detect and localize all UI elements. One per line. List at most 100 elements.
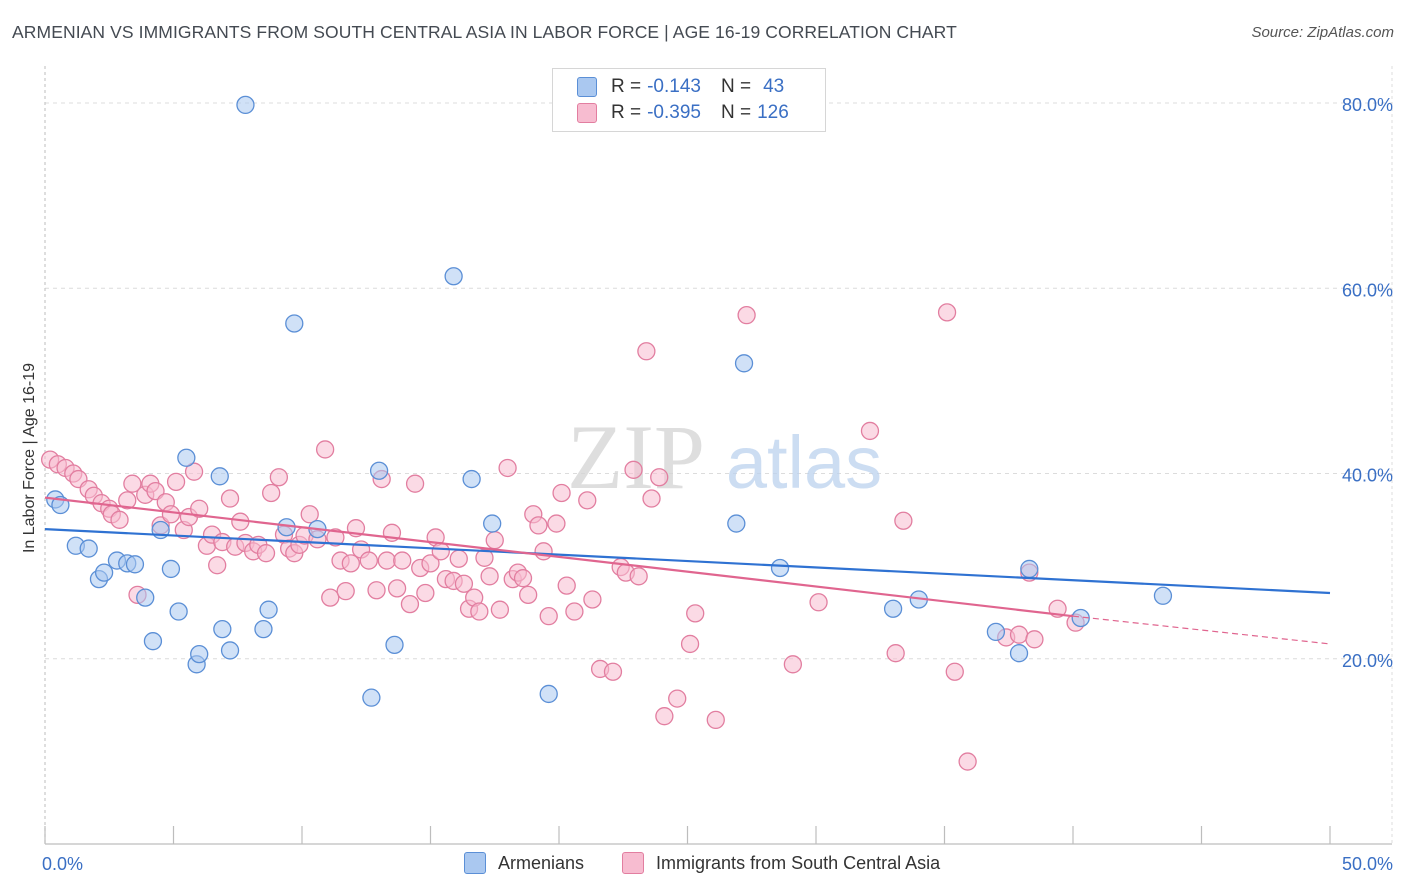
immigrants-point: [706, 710, 725, 730]
immigrants-point: [1009, 625, 1029, 644]
immigrants-point: [359, 551, 378, 570]
immigrants-point: [190, 499, 209, 518]
armenians-point: [362, 688, 381, 707]
armenians-point: [444, 267, 463, 286]
immigrants-point: [387, 579, 407, 598]
immigrants-point: [809, 593, 828, 612]
immigrants-point: [629, 567, 648, 586]
stats-row-armenians: R = -0.143 N = 43: [577, 75, 784, 99]
immigrants-point: [262, 483, 281, 503]
armenians-point: [462, 469, 481, 489]
armenians-point: [883, 599, 903, 618]
immigrants-point: [513, 569, 533, 588]
axes: [44, 66, 1393, 845]
n-value: 43: [763, 76, 785, 97]
watermark-zip: ZIP: [567, 406, 705, 508]
y-tick-label: 40.0%: [1342, 466, 1393, 486]
n-value: 126: [757, 102, 789, 123]
immigrants-point: [686, 604, 705, 623]
armenians-point: [727, 514, 746, 533]
immigrants-point: [603, 662, 623, 681]
stats-row-immigrants: R = -0.395 N = 126: [577, 101, 789, 125]
r-label: R =: [611, 102, 642, 123]
immigrants-point: [315, 440, 335, 459]
immigrants-point: [860, 421, 880, 441]
immigrants-swatch: [577, 103, 597, 123]
immigrants-point: [336, 582, 355, 601]
armenians-point: [254, 619, 273, 639]
immigrants-point: [583, 590, 602, 609]
y-axis-label: In Labor Force | Age 16-19: [21, 362, 38, 554]
y-tick-label: 80.0%: [1342, 95, 1393, 115]
immigrants-point: [937, 303, 957, 322]
x-tick-label: 50.0%: [1342, 854, 1393, 874]
immigrants-point: [118, 491, 137, 510]
armenians-point: [210, 467, 229, 486]
immigrants-swatch: [622, 852, 645, 874]
legend-label: Armenians: [498, 852, 585, 873]
armenians-point: [94, 563, 114, 582]
armenians-point: [125, 555, 145, 574]
stats-legend: R = -0.143 N = 43 R = -0.395 N = 126: [552, 68, 826, 132]
armenians-point: [190, 644, 209, 664]
legend-label: Immigrants from South Central Asia: [656, 852, 941, 873]
armenians-point: [734, 354, 754, 373]
series-legend: Armenians Immigrants from South Central …: [464, 852, 978, 874]
immigrants-point: [534, 542, 553, 561]
armenians-point: [161, 559, 181, 579]
immigrants-point: [650, 468, 669, 487]
immigrants-trend-line: [44, 496, 1074, 618]
immigrants-point: [377, 551, 396, 570]
armenians-point: [177, 448, 196, 467]
immigrants-point: [578, 491, 597, 510]
immigrants-point: [894, 511, 913, 530]
immigrants-point: [737, 305, 756, 325]
immigrants-point: [416, 583, 435, 603]
x-tick-label: 0.0%: [42, 854, 83, 874]
source-label: Source: ZipAtlas.com: [1251, 24, 1394, 41]
immigrants-point: [557, 576, 576, 595]
armenians-point: [213, 619, 232, 639]
armenians-swatch: [577, 77, 597, 97]
immigrants-point: [642, 489, 661, 508]
immigrants-point: [519, 585, 538, 605]
immigrants-point: [184, 462, 204, 481]
immigrants-point: [341, 554, 360, 573]
r-label: R =: [611, 76, 642, 97]
armenians-point: [220, 641, 240, 660]
immigrants-point: [490, 600, 510, 619]
immigrants-point: [208, 556, 227, 575]
immigrants-point: [110, 510, 129, 529]
immigrants-point: [529, 516, 548, 535]
immigrants-point: [454, 574, 474, 593]
watermark: ZIP atlas: [567, 406, 882, 508]
immigrants-point: [161, 505, 181, 524]
armenians-point: [79, 539, 98, 558]
immigrants-point: [539, 607, 558, 626]
immigrants-point: [470, 602, 489, 621]
armenians-point: [169, 602, 188, 621]
immigrants-point: [269, 468, 289, 487]
legend-item-immigrants[interactable]: Immigrants from South Central Asia: [622, 852, 940, 874]
armenians-point: [770, 558, 790, 578]
immigrants-point: [783, 655, 803, 674]
immigrants-point: [256, 544, 276, 563]
armenians-point: [369, 461, 389, 480]
immigrants-point: [565, 602, 584, 621]
immigrants-point: [655, 707, 674, 726]
tick-labels: 20.0% 40.0% 60.0% 80.0% 0.0% 50.0%: [42, 95, 1393, 874]
immigrants-point: [945, 662, 964, 681]
legend-item-armenians[interactable]: Armenians: [464, 852, 584, 874]
immigrants-point: [480, 567, 499, 586]
y-tick-label: 60.0%: [1342, 280, 1393, 300]
gridlines: [45, 102, 1392, 660]
immigrants-point: [1025, 630, 1044, 649]
chart-title: ARMENIAN VS IMMIGRANTS FROM SOUTH CENTRA…: [12, 22, 957, 42]
armenians-point: [539, 684, 558, 704]
armenians-point: [483, 514, 502, 533]
armenians-point: [259, 600, 278, 619]
armenians-trend-line: [44, 527, 1331, 595]
immigrants-point: [958, 752, 977, 771]
trend-lines: [44, 496, 1331, 645]
immigrants-point: [123, 474, 142, 493]
